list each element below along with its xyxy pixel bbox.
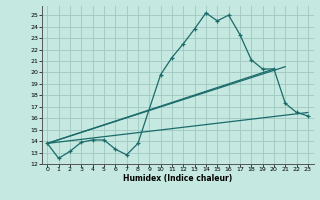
X-axis label: Humidex (Indice chaleur): Humidex (Indice chaleur) [123,174,232,183]
